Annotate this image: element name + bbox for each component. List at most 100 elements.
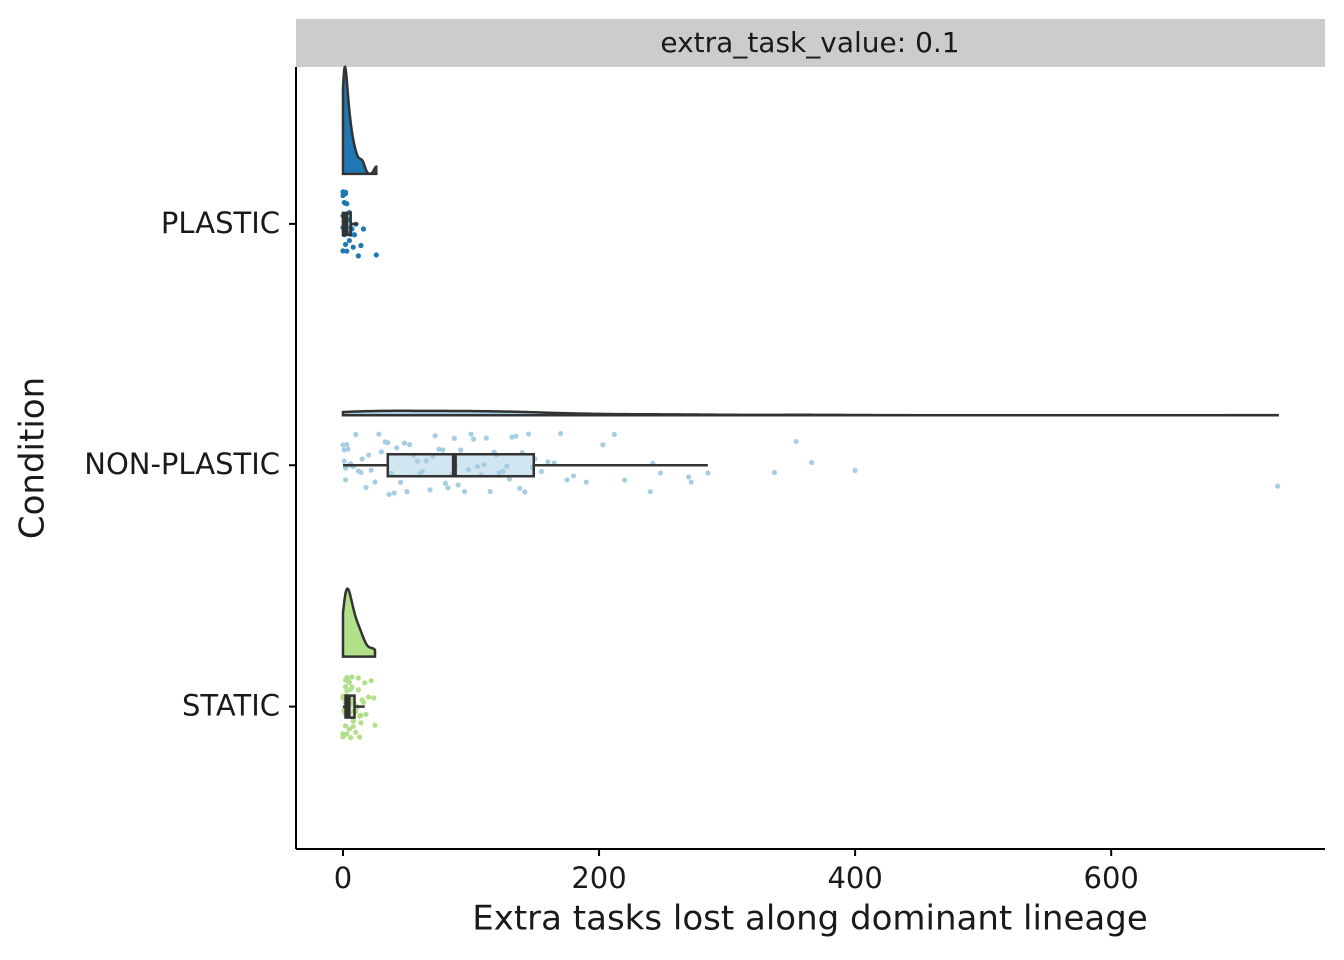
point	[385, 440, 391, 446]
point	[359, 456, 365, 462]
x-tick-label: 0	[334, 861, 352, 895]
point	[688, 479, 694, 485]
point	[483, 435, 489, 441]
point	[344, 248, 350, 254]
point	[358, 712, 364, 718]
point	[362, 680, 368, 686]
point	[363, 711, 369, 717]
point	[545, 459, 551, 465]
x-tick-label: 600	[1084, 861, 1139, 895]
y-axis-title: Condition	[13, 377, 53, 539]
point	[462, 488, 468, 495]
point	[344, 441, 350, 448]
point	[445, 485, 451, 491]
point	[404, 489, 410, 495]
point	[378, 449, 384, 455]
point	[340, 442, 346, 448]
point	[346, 237, 352, 244]
point	[386, 491, 392, 498]
point	[455, 482, 461, 488]
point	[506, 476, 513, 482]
point	[348, 735, 354, 741]
point	[570, 473, 577, 479]
point	[350, 718, 356, 724]
point	[350, 723, 356, 730]
point	[468, 431, 474, 437]
point	[406, 442, 413, 448]
point	[360, 699, 367, 705]
point	[622, 477, 628, 483]
point	[1275, 483, 1281, 489]
point	[611, 431, 618, 438]
point	[686, 474, 692, 480]
point	[372, 479, 378, 485]
x-tick-label: 400	[827, 861, 882, 895]
point	[365, 694, 372, 700]
point	[363, 484, 369, 491]
point	[349, 674, 355, 680]
point	[351, 232, 358, 238]
point	[368, 678, 374, 684]
point	[705, 470, 711, 476]
point	[344, 201, 350, 207]
point	[353, 431, 359, 438]
point	[340, 248, 346, 254]
point	[345, 446, 351, 452]
point	[440, 447, 446, 453]
density	[341, 65, 378, 176]
point	[564, 477, 570, 483]
point	[771, 469, 778, 476]
point	[373, 252, 379, 258]
point	[342, 723, 349, 729]
point	[358, 242, 364, 249]
x-tick-label: 200	[571, 861, 626, 895]
density	[341, 409, 1279, 417]
point	[852, 467, 858, 474]
point	[487, 488, 493, 495]
point	[358, 720, 364, 726]
point	[458, 447, 464, 453]
point	[346, 679, 352, 686]
x-axis-title: Extra tasks lost along dominant lineage	[472, 899, 1147, 939]
point	[342, 241, 349, 248]
point	[391, 490, 397, 496]
point	[432, 433, 438, 439]
point	[340, 693, 346, 699]
point	[349, 684, 355, 690]
y-tick-label: NON-PLASTIC	[84, 447, 280, 481]
point	[657, 470, 664, 476]
point	[394, 445, 400, 451]
point	[368, 467, 374, 473]
point	[360, 226, 367, 232]
point	[365, 452, 372, 458]
point	[342, 189, 349, 195]
point	[513, 433, 519, 439]
point	[600, 442, 606, 448]
strip-label: extra_task_value: 0.1	[660, 26, 959, 59]
point	[427, 487, 433, 493]
point	[517, 485, 523, 491]
density	[341, 587, 377, 658]
point	[401, 440, 408, 446]
point	[350, 244, 356, 250]
point	[355, 675, 361, 681]
point	[355, 253, 361, 259]
point	[376, 431, 382, 437]
point	[342, 465, 349, 471]
point	[342, 684, 349, 690]
point	[371, 695, 377, 701]
point	[342, 477, 349, 483]
point	[341, 458, 347, 464]
strip	[296, 19, 1325, 67]
point	[647, 489, 653, 495]
point	[526, 431, 532, 437]
point	[442, 480, 449, 486]
point	[451, 435, 457, 441]
point	[372, 722, 378, 728]
point	[522, 489, 528, 495]
point	[558, 430, 564, 437]
point	[353, 729, 359, 735]
y-tick-label: PLASTIC	[161, 206, 280, 240]
point	[358, 469, 364, 475]
